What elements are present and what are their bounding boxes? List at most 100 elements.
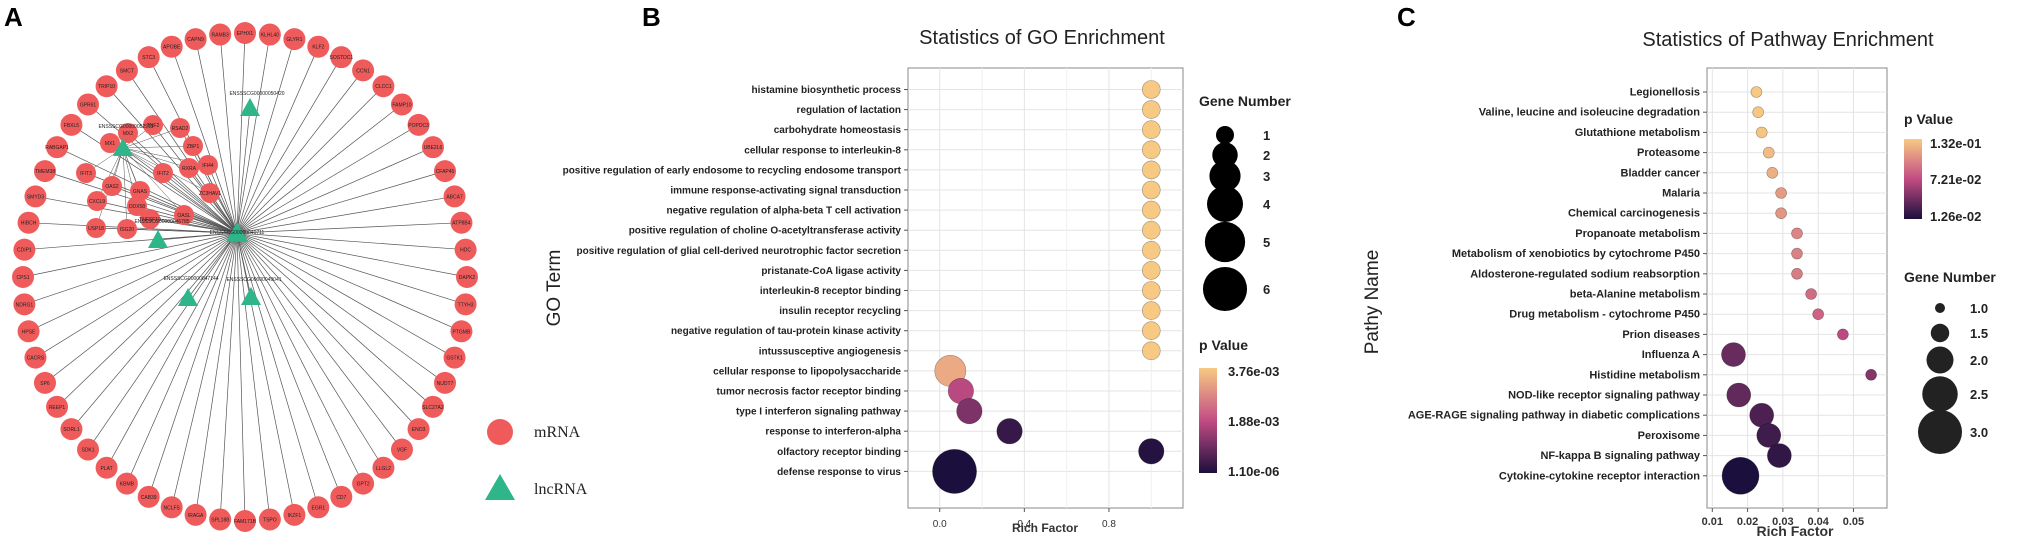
size-legend-label: 4	[1263, 197, 1271, 212]
mrna-node-label: SPL188	[211, 517, 229, 523]
y-category-label: Bladder cancer	[1621, 167, 1701, 179]
network-edge	[187, 232, 238, 299]
mrna-node-label: CFAP45	[436, 169, 455, 175]
mrna-node-label: TNF2	[147, 123, 160, 129]
y-category-label: negative regulation of tau-protein kinas…	[671, 326, 901, 337]
data-point	[1756, 423, 1782, 448]
mrna-node	[115, 59, 138, 82]
color-legend-label: 1.26e-02	[1930, 209, 1981, 224]
network-edge	[236, 32, 246, 234]
mrna-node	[407, 418, 430, 441]
network-edge	[22, 232, 238, 278]
network-edge	[106, 86, 238, 234]
data-point	[1721, 456, 1760, 495]
color-legend-label: 1.32e-01	[1930, 136, 1981, 151]
mrna-node	[13, 293, 36, 316]
lncrna-node	[178, 288, 198, 306]
y-category-label: Influenza A	[1642, 349, 1700, 361]
y-category-label: Aldosterone-regulated sodium reabsorptio…	[1470, 268, 1700, 280]
mrna-node-label: VGF	[397, 448, 407, 454]
x-tick-label: 0.8	[1102, 519, 1116, 530]
network-edge	[162, 172, 238, 234]
mrna-node-label: GPR61	[80, 102, 97, 108]
lncrna-node-label: ENSSSCG00000052913	[98, 124, 153, 130]
mrna-node-label: CD7	[336, 495, 346, 501]
mrna-node-label: HDC	[460, 248, 471, 254]
network-edge	[236, 232, 468, 278]
network-edge	[236, 70, 364, 234]
network-edge	[109, 142, 238, 234]
data-point	[1141, 341, 1161, 361]
mrna-node-label: KLF2	[312, 45, 324, 51]
data-point	[1865, 368, 1877, 381]
x-tick-label: 0.04	[1807, 516, 1829, 528]
size-legend-circle	[1209, 160, 1241, 192]
y-category-label: Valine, leucine and isoleucine degradati…	[1479, 107, 1701, 119]
lncrna-node	[113, 138, 133, 156]
network-edge	[236, 232, 246, 522]
y-category-label: Prion diseases	[1622, 329, 1700, 341]
mrna-node	[184, 503, 207, 526]
network-edge	[149, 218, 238, 234]
data-point	[1141, 281, 1161, 300]
mrna-node	[443, 185, 466, 208]
mrna-node	[443, 346, 466, 369]
network-edge	[171, 46, 238, 234]
y-category-label: positive regulation of early endosome to…	[563, 165, 902, 176]
lncrna-node-label: ENSSSCG00000049041	[226, 277, 281, 283]
y-category-label: AGE-RAGE signaling pathway in diabetic c…	[1408, 410, 1700, 422]
mrna-node	[209, 508, 232, 531]
mrna-node-label: LLGL2	[376, 466, 391, 472]
mrna-node	[434, 371, 457, 394]
color-legend-label: 7.21e-02	[1930, 172, 1981, 187]
mrna-node-label: HIBCH	[21, 221, 37, 227]
mrna-node	[17, 320, 40, 343]
mrna-node-label: ATP8B4	[452, 221, 470, 227]
mrna-node-label: SOSTDC1	[330, 55, 354, 61]
mrna-node-label: FBXL5	[64, 123, 80, 129]
x-tick-label: 0.03	[1772, 516, 1793, 528]
mrna-node	[60, 113, 83, 136]
data-point	[932, 449, 977, 494]
mrna-node	[77, 93, 100, 116]
network-edges	[22, 32, 468, 522]
pathway-enrichment-chart: Statistics of Pathway Enrichment Legione…	[1362, 29, 1996, 539]
mrna-node	[372, 75, 395, 98]
mrna-node	[456, 266, 478, 288]
network-legend: mRNA lncRNA	[485, 419, 588, 500]
y-category-label: regulation of lactation	[797, 105, 901, 116]
size-legend-circle	[1212, 142, 1238, 168]
network-edge	[71, 232, 238, 430]
data-point	[1721, 342, 1746, 367]
network-edge	[122, 145, 194, 149]
mrna-node	[390, 438, 413, 461]
mrna-node	[184, 28, 207, 51]
mrna-node	[330, 485, 353, 508]
mrna-node-label: EPHX1	[237, 31, 254, 37]
network-edge	[96, 200, 238, 234]
network-nodes: EPHX1 KLHL40 GLYR1 KLF2 SOSTDC1 CCN1 CLCC1 FAMP…	[12, 22, 478, 532]
mrna-node-label: IFIT2	[157, 171, 169, 177]
mrna-node-label: USP18	[88, 226, 104, 232]
y-category-label: Peroxisome	[1638, 430, 1700, 442]
go-gridlines	[908, 68, 1183, 508]
data-point	[1791, 247, 1803, 260]
go-plot-area	[907, 67, 1184, 509]
network-edge	[122, 127, 181, 149]
y-category-label: type I interferon signaling pathway	[736, 407, 901, 418]
mrna-node	[421, 136, 444, 159]
mrna-legend-marker	[487, 419, 513, 445]
mrna-node-label: CCN1	[356, 68, 370, 74]
mrna-node	[160, 496, 183, 519]
y-category-label: Propanoate metabolism	[1575, 228, 1700, 240]
pathway-color-bar	[1904, 139, 1922, 219]
x-tick-label: 0.02	[1737, 516, 1758, 528]
y-category-label: carbohydrate homeostasis	[774, 125, 902, 136]
network-edge	[219, 232, 238, 520]
data-point	[1141, 160, 1161, 180]
mrna-node	[234, 22, 256, 44]
x-tick-label: 0.0	[933, 519, 947, 530]
pathway-x-title: Rich Factor	[1756, 523, 1834, 539]
data-point	[1141, 301, 1161, 320]
mrna-node-label: FAMP10	[392, 102, 411, 108]
